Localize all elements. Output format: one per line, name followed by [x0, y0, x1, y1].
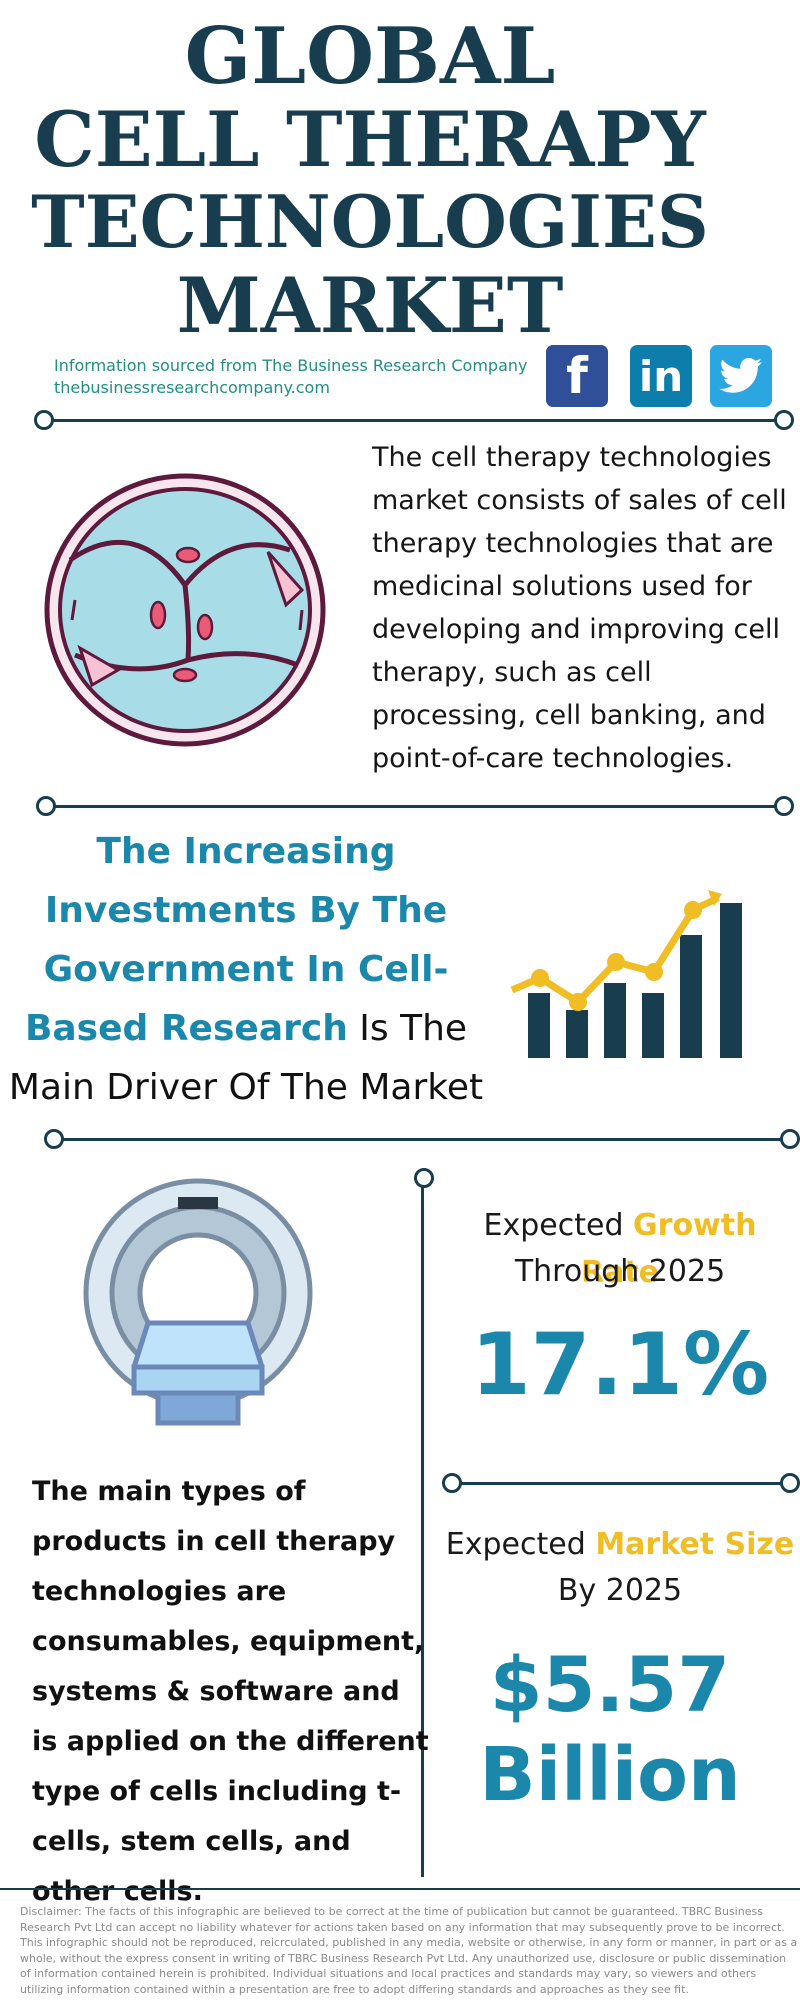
- facebook-icon[interactable]: f: [546, 345, 608, 407]
- divider-1-right-dot: [774, 410, 794, 430]
- market-driver-text: The Increasing Investments By The Govern…: [0, 822, 492, 1117]
- growth-rate-label: Expected Growth Rate: [440, 1202, 800, 1296]
- divider-4-left-dot: [442, 1473, 462, 1493]
- divider-3: [52, 1138, 792, 1141]
- source-line: Information sourced from The Business Re…: [54, 356, 528, 375]
- divider-1-left-dot: [34, 410, 54, 430]
- disclaimer-text: Disclaimer: The facts of this infographi…: [20, 1905, 798, 1996]
- bird-icon: [719, 358, 762, 393]
- intro-text: The cell therapy technologies market con…: [372, 442, 787, 774]
- title-line-3: TECHNOLOGIES: [31, 179, 709, 264]
- driver-rest: Is The Main Driver Of The Market: [8, 1008, 484, 1108]
- growth-label-highlight: Growth Rate: [580, 1208, 757, 1290]
- growth-rate-period: Through 2025: [514, 1254, 726, 1289]
- title-line-1: GLOBAL: [184, 11, 556, 102]
- footer-rule: [0, 1888, 800, 1890]
- divider-4-right-dot: [780, 1473, 800, 1493]
- divider-2: [44, 805, 784, 808]
- facebook-glyph: f: [566, 347, 588, 405]
- divider-3-left-dot: [44, 1129, 64, 1149]
- divider-2-left-dot: [36, 796, 56, 816]
- title-line-2: CELL THERAPY: [34, 95, 706, 184]
- divider-1: [44, 419, 784, 422]
- source-url[interactable]: thebusinessresearchcompany.com: [54, 378, 330, 397]
- mri-scanner-icon: [83, 1178, 313, 1426]
- driver-highlight: The Increasing Investments By The Govern…: [24, 831, 449, 1049]
- divider-2-right-dot: [774, 796, 794, 816]
- divider-4: [460, 1482, 790, 1485]
- cell-illustration: [44, 473, 326, 747]
- vertical-divider-top-dot: [414, 1168, 434, 1188]
- twitter-icon[interactable]: [710, 345, 772, 407]
- product-types-text: The main types of products in cell thera…: [32, 1476, 429, 1907]
- growth-label-prefix: Expected: [483, 1208, 634, 1243]
- linkedin-icon[interactable]: in: [630, 345, 692, 407]
- vertical-divider: [421, 1177, 424, 1877]
- divider-3-right-dot: [780, 1129, 800, 1149]
- linkedin-glyph: in: [638, 351, 684, 401]
- market-size-unit: Billion: [479, 1732, 741, 1818]
- growth-chart-icon: [510, 890, 742, 1058]
- market-size-label: Expected Market Size: [440, 1521, 800, 1568]
- title-line-4: MARKET: [176, 261, 564, 350]
- market-size-period: By 2025: [557, 1573, 683, 1608]
- market-size-value: $5.57: [489, 1640, 731, 1729]
- market-label-highlight: Market Size: [595, 1527, 795, 1562]
- market-label-prefix: Expected: [445, 1527, 596, 1562]
- growth-rate-value: 17.1%: [470, 1315, 770, 1415]
